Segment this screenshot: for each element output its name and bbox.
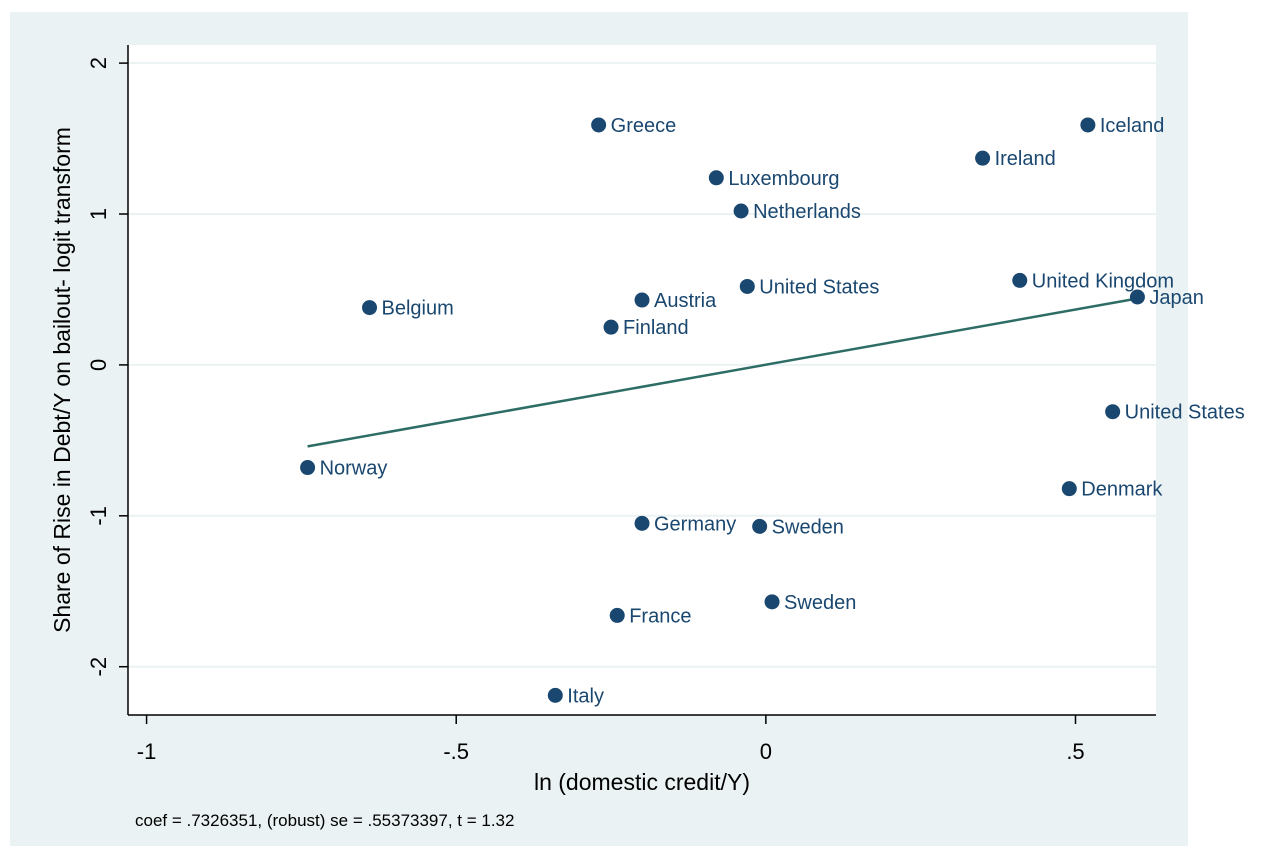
axes: -2 -1 0 1 2 -1 -.5 0 .5 <box>86 45 1156 764</box>
x-tick-label: 0 <box>760 739 772 764</box>
point-label: Germany <box>654 513 736 535</box>
x-tick-label: -1 <box>137 739 157 764</box>
data-point <box>547 687 563 703</box>
data-point <box>1105 404 1121 420</box>
point-label: Iceland <box>1100 115 1165 137</box>
point-label: Norway <box>320 458 388 480</box>
point-label: Greece <box>611 115 677 137</box>
data-point <box>739 278 755 294</box>
data-point <box>733 203 749 219</box>
data-point <box>634 292 650 308</box>
data-point <box>362 300 378 316</box>
gridlines <box>128 62 1156 668</box>
point-label: Finland <box>623 317 689 339</box>
point-label: Netherlands <box>753 201 861 223</box>
point-label: Austria <box>654 290 717 312</box>
data-points: Greece Iceland Ireland Luxembourg Netherland… <box>300 115 1245 707</box>
point-label: Sweden <box>772 516 844 538</box>
data-point <box>1129 289 1145 305</box>
y-tick-label: 0 <box>86 359 111 371</box>
point-label: Japan <box>1149 287 1204 309</box>
point-label: United States <box>1125 402 1245 424</box>
y-tick-label: 2 <box>86 57 111 69</box>
point-label: Ireland <box>995 148 1056 170</box>
y-tick-label: -1 <box>86 506 111 526</box>
data-point <box>1012 272 1028 288</box>
regression-footnote: coef = .7326351, (robust) se = .55373397… <box>135 811 514 830</box>
data-point <box>591 117 607 133</box>
data-point <box>752 518 768 534</box>
data-point <box>1061 481 1077 497</box>
y-axis-title: Share of Rise in Debt/Y on bailout- logi… <box>49 127 75 633</box>
point-label: United Kingdom <box>1032 270 1174 292</box>
point-label: Italy <box>567 685 604 707</box>
data-point <box>609 607 625 623</box>
data-point <box>1080 117 1096 133</box>
fit-line-group <box>307 297 1138 448</box>
point-label: Sweden <box>784 592 856 614</box>
point-label: Denmark <box>1081 479 1163 501</box>
data-point <box>300 460 316 476</box>
data-point <box>603 319 619 335</box>
point-label: United States <box>759 276 879 298</box>
data-point <box>764 594 780 610</box>
data-point <box>708 170 724 186</box>
x-tick-label: .5 <box>1066 739 1084 764</box>
point-label: France <box>629 605 691 627</box>
data-point <box>975 150 991 166</box>
y-tick-label: 1 <box>86 208 111 220</box>
point-label: Luxembourg <box>728 168 839 190</box>
x-tick-label: -.5 <box>443 739 469 764</box>
y-tick-label: -2 <box>86 657 111 677</box>
data-point <box>634 515 650 531</box>
point-label: Belgium <box>382 298 454 320</box>
x-axis-title: ln (domestic credit/Y) <box>534 769 750 795</box>
fit-line <box>307 297 1138 448</box>
